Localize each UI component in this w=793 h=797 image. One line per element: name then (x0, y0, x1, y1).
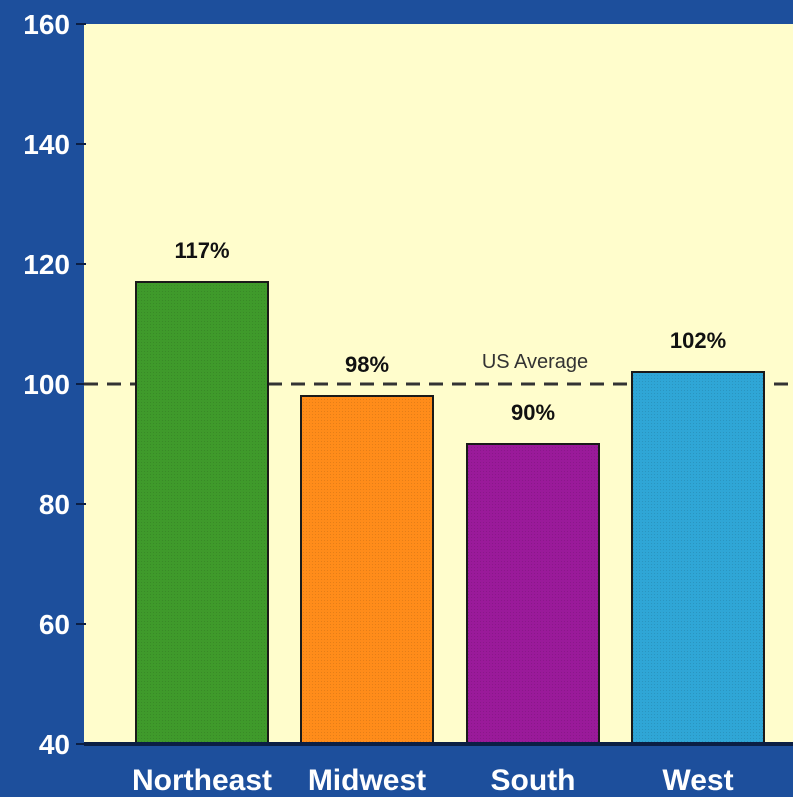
y-tick-label: 80 (39, 489, 70, 520)
y-tick-label: 120 (23, 249, 70, 280)
category-label: West (662, 764, 733, 797)
bar-texture (467, 444, 599, 744)
y-tick-label: 140 (23, 129, 70, 160)
y-tick-label: 40 (39, 729, 70, 760)
category-label: South (491, 764, 576, 797)
category-label: Northeast (132, 764, 272, 797)
bars (135, 281, 765, 745)
x-axis-category-labels: Northeast Midwest South West (132, 764, 734, 797)
value-labels: 117% 98% 90% 102% (174, 238, 726, 425)
y-tick-label: 60 (39, 609, 70, 640)
y-tick-label: 160 (23, 9, 70, 40)
category-label: Midwest (308, 764, 426, 797)
value-label: 102% (670, 328, 726, 353)
value-label: 117% (174, 238, 229, 263)
y-tick-label: 100 (23, 369, 70, 400)
value-label: 90% (511, 400, 555, 425)
value-label: 98% (345, 352, 389, 377)
bar-texture (632, 372, 764, 744)
y-axis-ticks: 40 60 80 100 120 140 160 (23, 9, 86, 760)
us-average-label: US Average (482, 351, 588, 373)
bar-texture (301, 396, 433, 744)
bar-texture (136, 282, 268, 744)
